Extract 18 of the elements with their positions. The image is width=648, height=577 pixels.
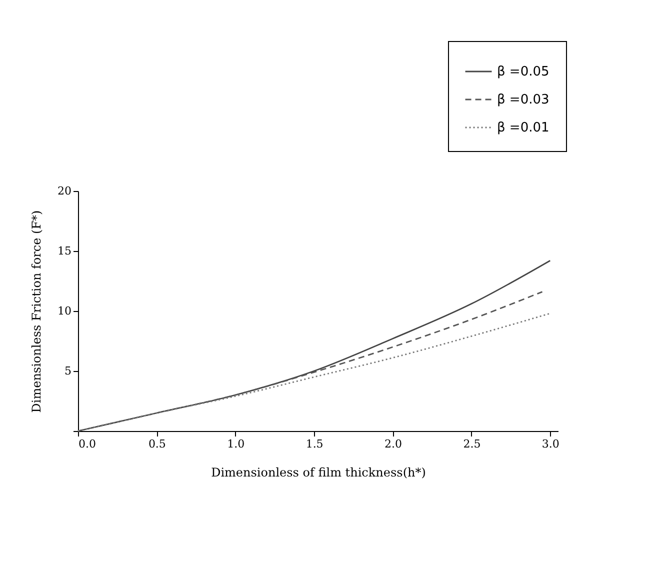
y-tick-label: 20	[58, 184, 72, 198]
x-tick-label: 2.5	[463, 438, 481, 450]
x-tick-label: 0.0	[78, 438, 96, 450]
legend-label: β =0.03	[497, 92, 550, 108]
x-tick-label: 0.5	[148, 438, 166, 450]
legend-label: β =0.05	[497, 64, 550, 80]
x-tick-label: 2.0	[384, 438, 402, 450]
y-axis-title: Dimensionless Friction force (F*)	[30, 210, 44, 413]
legend-label: β =0.01	[497, 120, 550, 136]
line-series	[77, 312, 551, 432]
x-axis-title: Dimensionless of film thickness(h*)	[211, 466, 426, 480]
y-tick-label: 5	[64, 364, 72, 378]
x-tick-label: 3.0	[542, 438, 560, 450]
y-tick-label: 10	[58, 304, 72, 318]
line-series	[77, 291, 543, 432]
x-tick-label: 1.0	[227, 438, 245, 450]
x-tick-label: 1.5	[306, 438, 324, 450]
y-tick-label: 15	[58, 244, 72, 258]
